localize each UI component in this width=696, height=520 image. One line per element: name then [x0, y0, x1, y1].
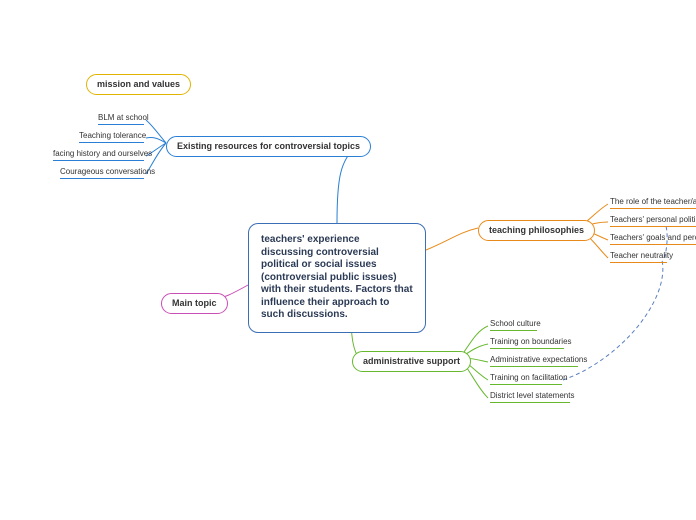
resource-underline [98, 124, 144, 125]
connector-path [426, 228, 478, 250]
connector-path [146, 138, 166, 143]
administrative-support-label: administrative support [363, 356, 460, 366]
admin-underline [490, 384, 562, 385]
resource-underline [79, 142, 144, 143]
main-topic-node[interactable]: Main topic [161, 293, 228, 314]
admin-underline [490, 366, 578, 367]
teaching-underline [610, 262, 667, 263]
admin-underline [490, 402, 570, 403]
teaching-underline [610, 208, 696, 209]
resource-underline [53, 160, 144, 161]
mission-values-label: mission and values [97, 79, 180, 89]
main-topic-label: Main topic [172, 298, 217, 308]
administrative-support-node[interactable]: administrative support [352, 351, 471, 372]
teaching-underline [610, 226, 696, 227]
teaching-philosophies-label: teaching philosophies [489, 225, 584, 235]
existing-resources-label: Existing resources for controversial top… [177, 141, 360, 151]
teaching-philosophies-node[interactable]: teaching philosophies [478, 220, 595, 241]
mission-values-node[interactable]: mission and values [86, 74, 191, 95]
teaching-underline [610, 244, 696, 245]
admin-underline [490, 330, 537, 331]
existing-resources-node[interactable]: Existing resources for controversial top… [166, 136, 371, 157]
resource-underline [60, 178, 144, 179]
connector-path [337, 147, 356, 223]
central-topic-node[interactable]: teachers' experience discussing controve… [248, 223, 426, 333]
admin-underline [490, 348, 564, 349]
connector-path [146, 120, 166, 143]
central-topic-text: teachers' experience discussing controve… [261, 234, 413, 320]
